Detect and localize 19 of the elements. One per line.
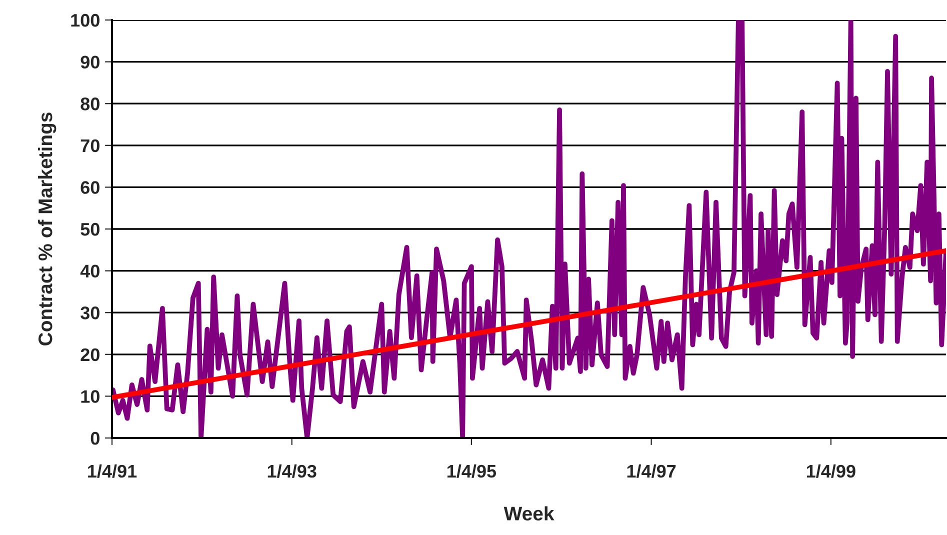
x-tick-label: 1/4/95 <box>447 464 496 478</box>
line-series <box>112 20 946 438</box>
x-axis-title: Week <box>504 506 554 521</box>
x-tick-label: 1/4/99 <box>806 464 856 478</box>
y-tick-label: 100 <box>71 14 100 27</box>
y-tick-label: 80 <box>80 98 100 110</box>
y-tick-label: 30 <box>80 306 100 320</box>
x-tick-label: 1/4/93 <box>268 464 316 478</box>
y-tick-label: 90 <box>80 56 100 69</box>
x-tick-label: 1/4/91 <box>88 464 137 478</box>
y-tick-label: 10 <box>81 390 100 403</box>
y-tick-label: 20 <box>80 348 100 362</box>
y-tick-label: 50 <box>80 222 100 236</box>
x-tick-label: 1/4/97 <box>627 464 676 478</box>
y-tick-label: 60 <box>80 181 100 194</box>
y-tick-label: 0 <box>90 432 100 445</box>
y-axis-title: Contract % of Marketings <box>38 112 56 346</box>
y-tick-label: 40 <box>80 264 100 278</box>
y-tick-label: 70 <box>80 139 100 152</box>
